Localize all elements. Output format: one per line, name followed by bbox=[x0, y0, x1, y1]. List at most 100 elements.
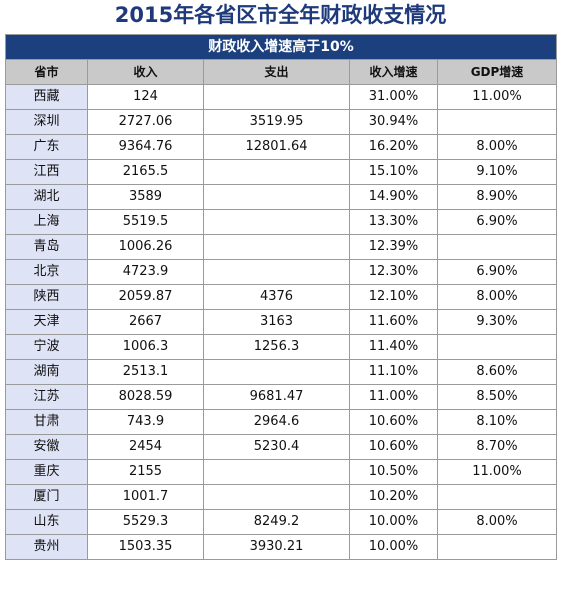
expenditure-cell bbox=[203, 359, 350, 385]
column-header-revenue: 收入 bbox=[87, 59, 204, 85]
revenue-cell: 2165.5 bbox=[87, 159, 204, 185]
revenue-cell: 4723.9 bbox=[87, 259, 204, 285]
table-row: 北京 4723.9 12.30% 6.90% bbox=[5, 259, 558, 285]
gdp-growth-cell: 9.30% bbox=[436, 309, 558, 335]
revenue-cell: 8028.59 bbox=[87, 384, 204, 410]
expenditure-cell bbox=[203, 484, 350, 510]
province-cell: 安徽 bbox=[5, 434, 88, 460]
expenditure-cell: 8249.2 bbox=[203, 509, 350, 535]
expenditure-cell: 5230.4 bbox=[203, 434, 350, 460]
revenue-growth-cell: 11.00% bbox=[349, 384, 438, 410]
gdp-growth-cell: 8.00% bbox=[436, 134, 558, 160]
expenditure-cell bbox=[203, 459, 350, 485]
expenditure-cell: 3163 bbox=[203, 309, 350, 335]
revenue-cell: 5519.5 bbox=[87, 209, 204, 235]
revenue-growth-cell: 10.00% bbox=[349, 509, 438, 535]
column-header-expenditure: 支出 bbox=[203, 59, 350, 85]
table-row: 上海 5519.5 13.30% 6.90% bbox=[5, 209, 558, 235]
expenditure-cell: 2964.6 bbox=[203, 409, 350, 435]
revenue-cell: 124 bbox=[87, 84, 204, 110]
table-row: 宁波 1006.3 1256.3 11.40% bbox=[5, 334, 558, 360]
table-row: 山东 5529.3 8249.2 10.00% 8.00% bbox=[5, 509, 558, 535]
expenditure-cell bbox=[203, 209, 350, 235]
revenue-growth-cell: 12.30% bbox=[349, 259, 438, 285]
table-row: 厦门 1001.7 10.20% bbox=[5, 484, 558, 510]
revenue-cell: 5529.3 bbox=[87, 509, 204, 535]
revenue-cell: 743.9 bbox=[87, 409, 204, 435]
table-body: 西藏 124 31.00% 11.00% 深圳 2727.06 3519.95 30.94% 广… bbox=[5, 84, 558, 560]
gdp-growth-cell: 8.10% bbox=[436, 409, 558, 435]
gdp-growth-cell: 6.90% bbox=[436, 209, 558, 235]
expenditure-cell bbox=[203, 234, 350, 260]
column-header-province: 省市 bbox=[5, 59, 88, 85]
province-cell: 青岛 bbox=[5, 234, 88, 260]
revenue-growth-cell: 11.40% bbox=[349, 334, 438, 360]
gdp-growth-cell: 8.90% bbox=[436, 184, 558, 210]
revenue-cell: 1006.26 bbox=[87, 234, 204, 260]
expenditure-cell: 3519.95 bbox=[203, 109, 350, 135]
expenditure-cell: 1256.3 bbox=[203, 334, 350, 360]
province-cell: 江苏 bbox=[5, 384, 88, 410]
province-cell: 山东 bbox=[5, 509, 88, 535]
revenue-growth-cell: 10.60% bbox=[349, 409, 438, 435]
gdp-growth-cell: 8.60% bbox=[436, 359, 558, 385]
revenue-cell: 1503.35 bbox=[87, 534, 204, 560]
province-cell: 甘肃 bbox=[5, 409, 88, 435]
table-row: 湖南 2513.1 11.10% 8.60% bbox=[5, 359, 558, 385]
revenue-growth-cell: 10.60% bbox=[349, 434, 438, 460]
revenue-cell: 2513.1 bbox=[87, 359, 204, 385]
revenue-cell: 2667 bbox=[87, 309, 204, 335]
province-cell: 西藏 bbox=[5, 84, 88, 110]
gdp-growth-cell: 8.00% bbox=[436, 509, 558, 535]
expenditure-cell: 4376 bbox=[203, 284, 350, 310]
page-title: 2015年各省区市全年财政收支情况 bbox=[114, 3, 447, 27]
gdp-growth-cell: 8.70% bbox=[436, 434, 558, 460]
province-cell: 厦门 bbox=[5, 484, 88, 510]
province-cell: 上海 bbox=[5, 209, 88, 235]
revenue-cell: 2059.87 bbox=[87, 284, 204, 310]
table-row: 深圳 2727.06 3519.95 30.94% bbox=[5, 109, 558, 135]
expenditure-cell: 3930.21 bbox=[203, 534, 350, 560]
revenue-growth-cell: 16.20% bbox=[349, 134, 438, 160]
table-banner: 财政收入增速高于10% bbox=[4, 34, 558, 60]
gdp-growth-cell bbox=[436, 334, 558, 360]
table-row: 江西 2165.5 15.10% 9.10% bbox=[5, 159, 558, 185]
province-cell: 北京 bbox=[5, 259, 88, 285]
gdp-growth-cell: 6.90% bbox=[436, 259, 558, 285]
gdp-growth-cell bbox=[436, 109, 558, 135]
expenditure-cell: 9681.47 bbox=[203, 384, 350, 410]
revenue-growth-cell: 14.90% bbox=[349, 184, 438, 210]
column-header-revenue-growth: 收入增速 bbox=[349, 59, 438, 85]
expenditure-cell: 12801.64 bbox=[203, 134, 350, 160]
revenue-growth-cell: 11.10% bbox=[349, 359, 438, 385]
table-row: 广东 9364.76 12801.64 16.20% 8.00% bbox=[5, 134, 558, 160]
revenue-cell: 2727.06 bbox=[87, 109, 204, 135]
province-cell: 江西 bbox=[5, 159, 88, 185]
revenue-cell: 2454 bbox=[87, 434, 204, 460]
revenue-cell: 9364.76 bbox=[87, 134, 204, 160]
gdp-growth-cell bbox=[436, 484, 558, 510]
province-cell: 天津 bbox=[5, 309, 88, 335]
revenue-cell: 1001.7 bbox=[87, 484, 204, 510]
revenue-growth-cell: 10.00% bbox=[349, 534, 438, 560]
gdp-growth-cell bbox=[436, 234, 558, 260]
revenue-growth-cell: 31.00% bbox=[349, 84, 438, 110]
province-cell: 深圳 bbox=[5, 109, 88, 135]
table-row: 湖北 3589 14.90% 8.90% bbox=[5, 184, 558, 210]
table-row: 重庆 2155 10.50% 11.00% bbox=[5, 459, 558, 485]
revenue-cell: 1006.3 bbox=[87, 334, 204, 360]
table-row: 青岛 1006.26 12.39% bbox=[5, 234, 558, 260]
province-cell: 陕西 bbox=[5, 284, 88, 310]
table-row: 贵州 1503.35 3930.21 10.00% bbox=[5, 534, 558, 560]
gdp-growth-cell: 8.50% bbox=[436, 384, 558, 410]
province-cell: 重庆 bbox=[5, 459, 88, 485]
expenditure-cell bbox=[203, 84, 350, 110]
finance-table: 财政收入增速高于10% 省市 收入 支出 收入增速 GDP增速 西藏 124 31.… bbox=[4, 34, 558, 560]
expenditure-cell bbox=[203, 184, 350, 210]
table-row: 西藏 124 31.00% 11.00% bbox=[5, 84, 558, 110]
revenue-growth-cell: 12.39% bbox=[349, 234, 438, 260]
province-cell: 湖南 bbox=[5, 359, 88, 385]
revenue-growth-cell: 10.20% bbox=[349, 484, 438, 510]
gdp-growth-cell: 11.00% bbox=[436, 84, 558, 110]
revenue-growth-cell: 11.60% bbox=[349, 309, 438, 335]
